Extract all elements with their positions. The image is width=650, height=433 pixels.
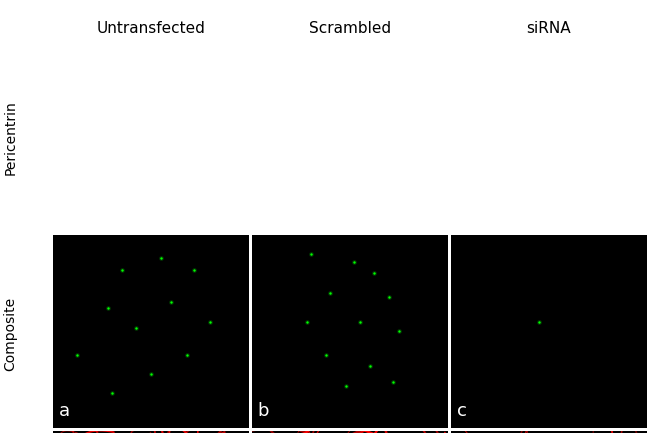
Point — [189, 266, 200, 273]
Text: Scrambled: Scrambled — [309, 21, 391, 36]
Point — [181, 351, 192, 358]
Point — [166, 299, 176, 306]
Point — [72, 351, 82, 358]
Point — [103, 305, 113, 312]
Text: b: b — [258, 403, 269, 420]
Point — [117, 266, 127, 273]
Text: c: c — [456, 403, 467, 420]
Point — [117, 266, 127, 273]
Point — [72, 351, 82, 358]
Point — [103, 305, 113, 312]
Point — [341, 382, 351, 389]
Point — [306, 251, 316, 258]
Point — [365, 363, 375, 370]
Point — [205, 318, 215, 325]
Point — [325, 289, 335, 296]
Point — [394, 328, 404, 335]
Point — [302, 318, 312, 325]
Point — [355, 318, 365, 325]
Point — [394, 328, 404, 335]
Point — [321, 351, 332, 358]
Point — [355, 318, 365, 325]
Point — [205, 318, 215, 325]
Point — [131, 324, 141, 331]
Point — [302, 318, 312, 325]
Point — [388, 378, 398, 385]
Point — [534, 318, 544, 325]
Point — [131, 324, 141, 331]
Point — [341, 382, 351, 389]
Point — [166, 299, 176, 306]
Text: Untransfected: Untransfected — [97, 21, 206, 36]
Point — [369, 270, 379, 277]
Point — [349, 259, 359, 265]
Point — [534, 318, 544, 325]
Point — [146, 371, 157, 378]
Point — [349, 259, 359, 265]
Text: a: a — [59, 403, 70, 420]
Point — [306, 251, 316, 258]
Point — [146, 371, 157, 378]
Point — [156, 255, 166, 262]
Point — [107, 390, 117, 397]
Point — [189, 266, 200, 273]
Point — [325, 289, 335, 296]
Point — [181, 351, 192, 358]
Text: Pericentrin: Pericentrin — [3, 100, 18, 175]
Point — [384, 293, 395, 300]
Text: siRNA: siRNA — [526, 21, 571, 36]
Point — [107, 390, 117, 397]
Point — [369, 270, 379, 277]
Point — [321, 351, 332, 358]
Point — [156, 255, 166, 262]
Point — [365, 363, 375, 370]
Point — [388, 378, 398, 385]
Text: Composite: Composite — [3, 297, 18, 371]
Point — [384, 293, 395, 300]
